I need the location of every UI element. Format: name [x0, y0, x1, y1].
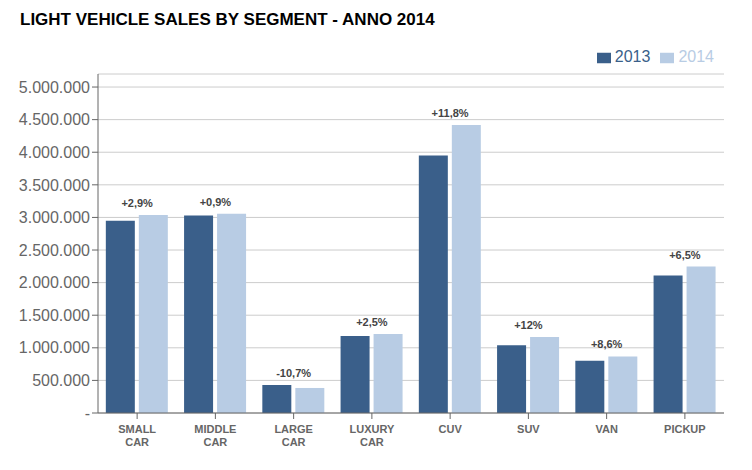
svg-text:PICKUP: PICKUP: [664, 423, 706, 435]
svg-text:+6,5%: +6,5%: [669, 249, 701, 261]
svg-text:VAN: VAN: [595, 423, 617, 435]
html-text:LIGHT VEHICLE SALES BY SEGMENT: LIGHT VEHICLE SALES BY SEGMENT - ANNO 20…: [20, 10, 435, 29]
svg-text:MIDDLECAR: MIDDLECAR: [194, 423, 236, 448]
svg-text:CUV: CUV: [439, 423, 463, 435]
svg-text:3.500.000: 3.500.000: [19, 177, 90, 194]
svg-text:SMALLCAR: SMALLCAR: [118, 423, 156, 448]
svg-text:+0,9%: +0,9%: [200, 196, 232, 208]
html-text:2014: 2014: [678, 48, 714, 65]
svg-text:-10,7%: -10,7%: [276, 367, 311, 379]
svg-text:-: -: [85, 405, 90, 422]
svg-text:1.500.000: 1.500.000: [19, 307, 90, 324]
svg-text:2.500.000: 2.500.000: [19, 242, 90, 259]
svg-text:2.000.000: 2.000.000: [19, 274, 90, 291]
svg-text:+2,9%: +2,9%: [121, 197, 153, 209]
svg-text:4.500.000: 4.500.000: [19, 111, 90, 128]
svg-text:+11,8%: +11,8%: [432, 107, 469, 119]
svg-text:1.000.000: 1.000.000: [19, 339, 90, 356]
svg-text:500.000: 500.000: [32, 372, 90, 389]
svg-text:LARGECAR: LARGECAR: [274, 423, 313, 448]
svg-text:+2,5%: +2,5%: [356, 316, 388, 328]
svg-text:+8,6%: +8,6%: [591, 338, 623, 350]
svg-text:4.000.000: 4.000.000: [19, 144, 90, 161]
svg-text:5.000.000: 5.000.000: [19, 79, 90, 96]
html-text:2013: 2013: [614, 48, 651, 65]
svg-text:LUXURYCAR: LUXURYCAR: [349, 423, 394, 448]
svg-text:+12%: +12%: [514, 319, 543, 331]
svg-text:3.000.000: 3.000.000: [19, 209, 90, 226]
svg-text:SUV: SUV: [517, 423, 540, 435]
